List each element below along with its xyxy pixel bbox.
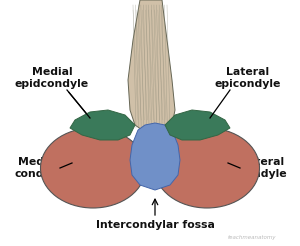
Polygon shape bbox=[70, 110, 135, 140]
Text: teachmeanatomy: teachmeanatomy bbox=[228, 235, 276, 241]
Text: Medial
condyle: Medial condyle bbox=[14, 157, 62, 179]
Polygon shape bbox=[130, 123, 180, 190]
Ellipse shape bbox=[40, 128, 146, 208]
Ellipse shape bbox=[154, 128, 260, 208]
Polygon shape bbox=[165, 110, 230, 140]
Text: Lateral
epicondyle: Lateral epicondyle bbox=[215, 67, 281, 89]
Text: Medial
epidcondyle: Medial epidcondyle bbox=[15, 67, 89, 89]
Polygon shape bbox=[128, 0, 175, 134]
Text: Lateral
condyle: Lateral condyle bbox=[239, 157, 287, 179]
Text: Intercondylar fossa: Intercondylar fossa bbox=[96, 220, 214, 230]
